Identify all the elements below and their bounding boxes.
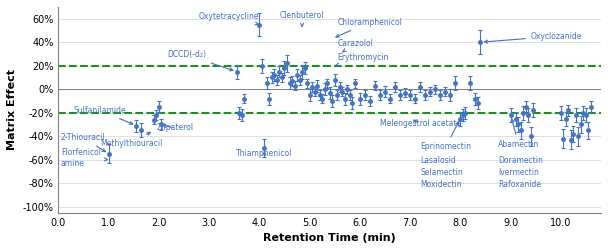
Text: 2-Thiouracil: 2-Thiouracil (61, 133, 106, 152)
Text: Carazolol: Carazolol (337, 39, 373, 52)
Text: Thiamphenicol: Thiamphenicol (236, 149, 292, 158)
Y-axis label: Matrix Effect: Matrix Effect (7, 69, 17, 150)
Text: DCCD(-d₂): DCCD(-d₂) (167, 50, 233, 71)
Text: Ivermectin: Ivermectin (498, 168, 539, 177)
Text: Doramectin: Doramectin (498, 156, 543, 166)
Text: Chloramphenicol: Chloramphenicol (336, 18, 402, 37)
Text: Rafoxanide: Rafoxanide (498, 180, 541, 189)
Text: Florfenicol
amine: Florfenicol amine (61, 148, 108, 168)
Text: Abamectin: Abamectin (498, 119, 539, 149)
Text: Eprinomectin: Eprinomectin (420, 122, 471, 151)
Text: Zilpaterol: Zilpaterol (156, 123, 193, 132)
Text: Selamectin: Selamectin (420, 168, 463, 177)
Text: Lasalosid: Lasalosid (420, 156, 456, 166)
Text: Oxyclozanide: Oxyclozanide (485, 32, 582, 43)
Text: Clenbuterol: Clenbuterol (280, 10, 324, 26)
Text: Moxidectin: Moxidectin (420, 180, 462, 189)
Text: Oxytetracycline: Oxytetracycline (199, 12, 260, 25)
Text: Melengestrol acetate: Melengestrol acetate (380, 119, 461, 128)
Text: Erythromycin: Erythromycin (336, 53, 389, 66)
Text: Sulfanilamide: Sulfanilamide (74, 106, 133, 124)
Text: Methylthiouracil: Methylthiouracil (100, 132, 162, 148)
X-axis label: Retention Time (min): Retention Time (min) (263, 233, 396, 243)
